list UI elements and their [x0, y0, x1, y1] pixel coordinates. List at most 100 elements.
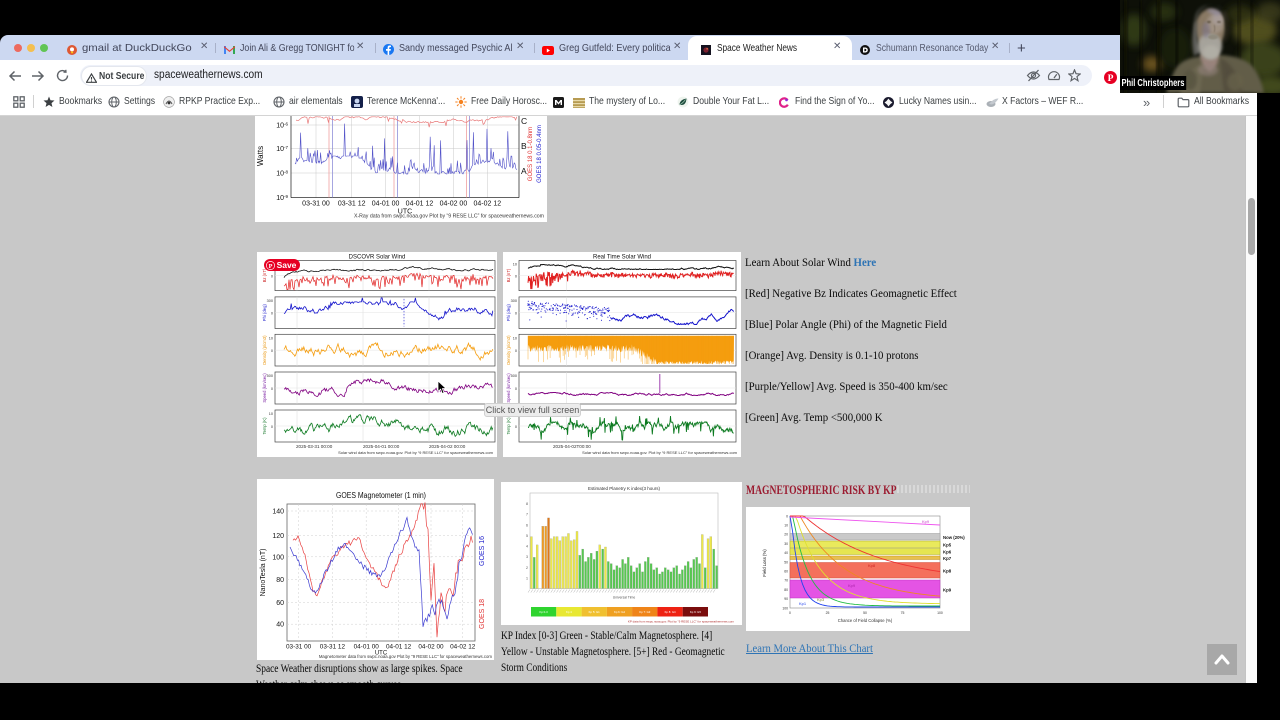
svg-text:60: 60: [784, 570, 788, 574]
svg-text:10-6: 10-6: [276, 121, 288, 130]
svg-text:04-02 12: 04-02 12: [450, 644, 476, 651]
svg-text:2: 2: [526, 566, 528, 570]
svg-text:NanoTesla (nT): NanoTesla (nT): [260, 549, 267, 597]
svg-text:Density (p/cm3): Density (p/cm3): [262, 335, 267, 365]
svg-text:Bz (nT): Bz (nT): [262, 268, 267, 282]
svg-text:Kp9: Kp9: [943, 588, 952, 593]
svg-text:Bz (nT): Bz (nT): [506, 268, 511, 282]
svg-text:04-02 12: 04-02 12: [473, 201, 501, 208]
svg-text:03-31 12: 03-31 12: [320, 644, 346, 651]
svg-text:Density (p/cm3): Density (p/cm3): [506, 335, 511, 365]
svg-text:5: 5: [526, 534, 528, 538]
svg-text:10: 10: [269, 336, 273, 340]
svg-text:70: 70: [784, 579, 788, 583]
svg-text:0: 0: [271, 275, 273, 279]
svg-text:Watts: Watts: [256, 146, 265, 166]
svg-text:0: 0: [515, 349, 517, 353]
svg-text:90: 90: [784, 597, 788, 601]
svg-text:75: 75: [901, 611, 905, 615]
svg-text:04-01 12: 04-01 12: [406, 201, 434, 208]
svg-text:Kp8: Kp8: [943, 569, 952, 574]
svg-text:04-02 00: 04-02 00: [418, 644, 444, 651]
svg-text:60: 60: [276, 600, 284, 607]
svg-text:GOES 18 0.05-0.4nm: GOES 18 0.05-0.4nm: [537, 125, 543, 183]
svg-text:Kp 6: G2: Kp 6: G2: [614, 610, 625, 614]
svg-text:Kp 9: G5: Kp 9: G5: [690, 610, 701, 614]
svg-text:10-8: 10-8: [276, 169, 288, 178]
svg-text:GOES 18 0.1-0.8nm: GOES 18 0.1-0.8nm: [528, 127, 534, 181]
svg-text:80: 80: [276, 577, 284, 584]
svg-text:0: 0: [515, 312, 517, 316]
svg-text:Universal Time: Universal Time: [613, 596, 636, 600]
svg-text:500: 500: [511, 374, 517, 378]
svg-text:Solar wind data from swpc.noaa: Solar wind data from swpc.noaa.gov. Plot…: [582, 450, 738, 455]
svg-text:Real Time Solar Wind: Real Time Solar Wind: [593, 255, 651, 261]
svg-text:Temp (K): Temp (K): [262, 417, 267, 435]
svg-text:Kp 0-3: Kp 0-3: [539, 610, 548, 614]
svg-text:P: P: [269, 262, 273, 269]
svg-text:C: C: [521, 116, 527, 126]
svg-text:UTC: UTC: [375, 651, 388, 657]
svg-text:A: A: [521, 166, 527, 176]
svg-text:20: 20: [784, 533, 788, 537]
svg-text:KP data from swpc.noaa.gov. Pl: KP data from swpc.noaa.gov. Plot by “9 R…: [628, 620, 735, 624]
svg-text:Kp7: Kp7: [943, 556, 952, 561]
svg-text:Phi (deg): Phi (deg): [262, 304, 267, 322]
svg-text:B: B: [521, 141, 527, 151]
svg-text:300: 300: [267, 299, 273, 303]
svg-text:UTC: UTC: [398, 209, 412, 216]
svg-text:04-01 00: 04-01 00: [354, 644, 380, 651]
svg-text:10-9: 10-9: [276, 194, 288, 203]
svg-text:DSCOVR Solar Wind: DSCOVR Solar Wind: [349, 255, 406, 261]
svg-text:Kp 7: G3: Kp 7: G3: [639, 610, 650, 614]
svg-text:7: 7: [526, 513, 528, 517]
svg-text:Kp9: Kp9: [848, 583, 856, 588]
svg-text:100: 100: [782, 606, 788, 610]
svg-text:Speed (km/sec): Speed (km/sec): [262, 373, 267, 403]
svg-text:GOES Magnetometer (1 min): GOES Magnetometer (1 min): [336, 491, 426, 500]
svg-text:10-7: 10-7: [276, 145, 288, 154]
svg-text:0: 0: [515, 275, 517, 279]
svg-text:8: 8: [526, 502, 528, 506]
svg-text:Now (20%): Now (20%): [943, 535, 965, 540]
svg-text:Estimated Planetry K index(3 h: Estimated Planetry K index(3 hours): [588, 486, 661, 491]
svg-text:50: 50: [784, 560, 788, 564]
svg-text:Kp1: Kp1: [799, 601, 807, 606]
svg-text:300: 300: [511, 299, 517, 303]
svg-text:Field Loss (%): Field Loss (%): [762, 549, 767, 577]
svg-text:X-Ray data from swpc.noaa.gov: X-Ray data from swpc.noaa.gov Plot by “9…: [354, 214, 544, 220]
svg-text:03-31 00: 03-31 00: [286, 644, 312, 651]
svg-text:140: 140: [272, 509, 284, 516]
svg-text:0: 0: [271, 349, 273, 353]
svg-text:03-31 00: 03-31 00: [302, 201, 330, 208]
svg-text:Phi (deg): Phi (deg): [506, 304, 511, 322]
svg-text:30: 30: [784, 542, 788, 546]
svg-text:Kp3: Kp3: [817, 597, 825, 602]
svg-text:Kp6: Kp6: [943, 550, 952, 555]
svg-text:GOES 18: GOES 18: [479, 599, 486, 629]
svg-text:40: 40: [784, 551, 788, 555]
svg-text:03-31 12: 03-31 12: [338, 201, 366, 208]
svg-text:80: 80: [784, 588, 788, 592]
svg-text:50: 50: [863, 611, 867, 615]
svg-text:Kp8: Kp8: [868, 563, 876, 568]
svg-text:2025-04-02T00:00: 2025-04-02T00:00: [553, 444, 591, 449]
svg-text:2025-04-01 00:00: 2025-04-01 00:00: [363, 444, 400, 449]
svg-text:10: 10: [784, 524, 788, 528]
svg-text:4: 4: [526, 545, 528, 549]
svg-text:0: 0: [515, 425, 517, 429]
svg-text:6: 6: [526, 523, 528, 527]
svg-text:Temp (K): Temp (K): [506, 417, 511, 435]
svg-text:Kp 5: G1: Kp 5: G1: [589, 610, 600, 614]
svg-text:25: 25: [826, 611, 830, 615]
svg-text:Magnetometer data from swpc.no: Magnetometer data from swpc.noaa.gov Plo…: [319, 654, 493, 659]
svg-text:Speed (km/sec): Speed (km/sec): [506, 373, 511, 403]
svg-text:0: 0: [271, 387, 273, 391]
svg-text:0: 0: [271, 425, 273, 429]
svg-text:04-01 12: 04-01 12: [386, 644, 412, 651]
svg-text:1: 1: [526, 576, 528, 580]
svg-text:04-02 00: 04-02 00: [440, 201, 468, 208]
svg-text:0: 0: [515, 387, 517, 391]
svg-text:120: 120: [272, 533, 284, 540]
svg-text:GOES 16: GOES 16: [479, 536, 486, 566]
